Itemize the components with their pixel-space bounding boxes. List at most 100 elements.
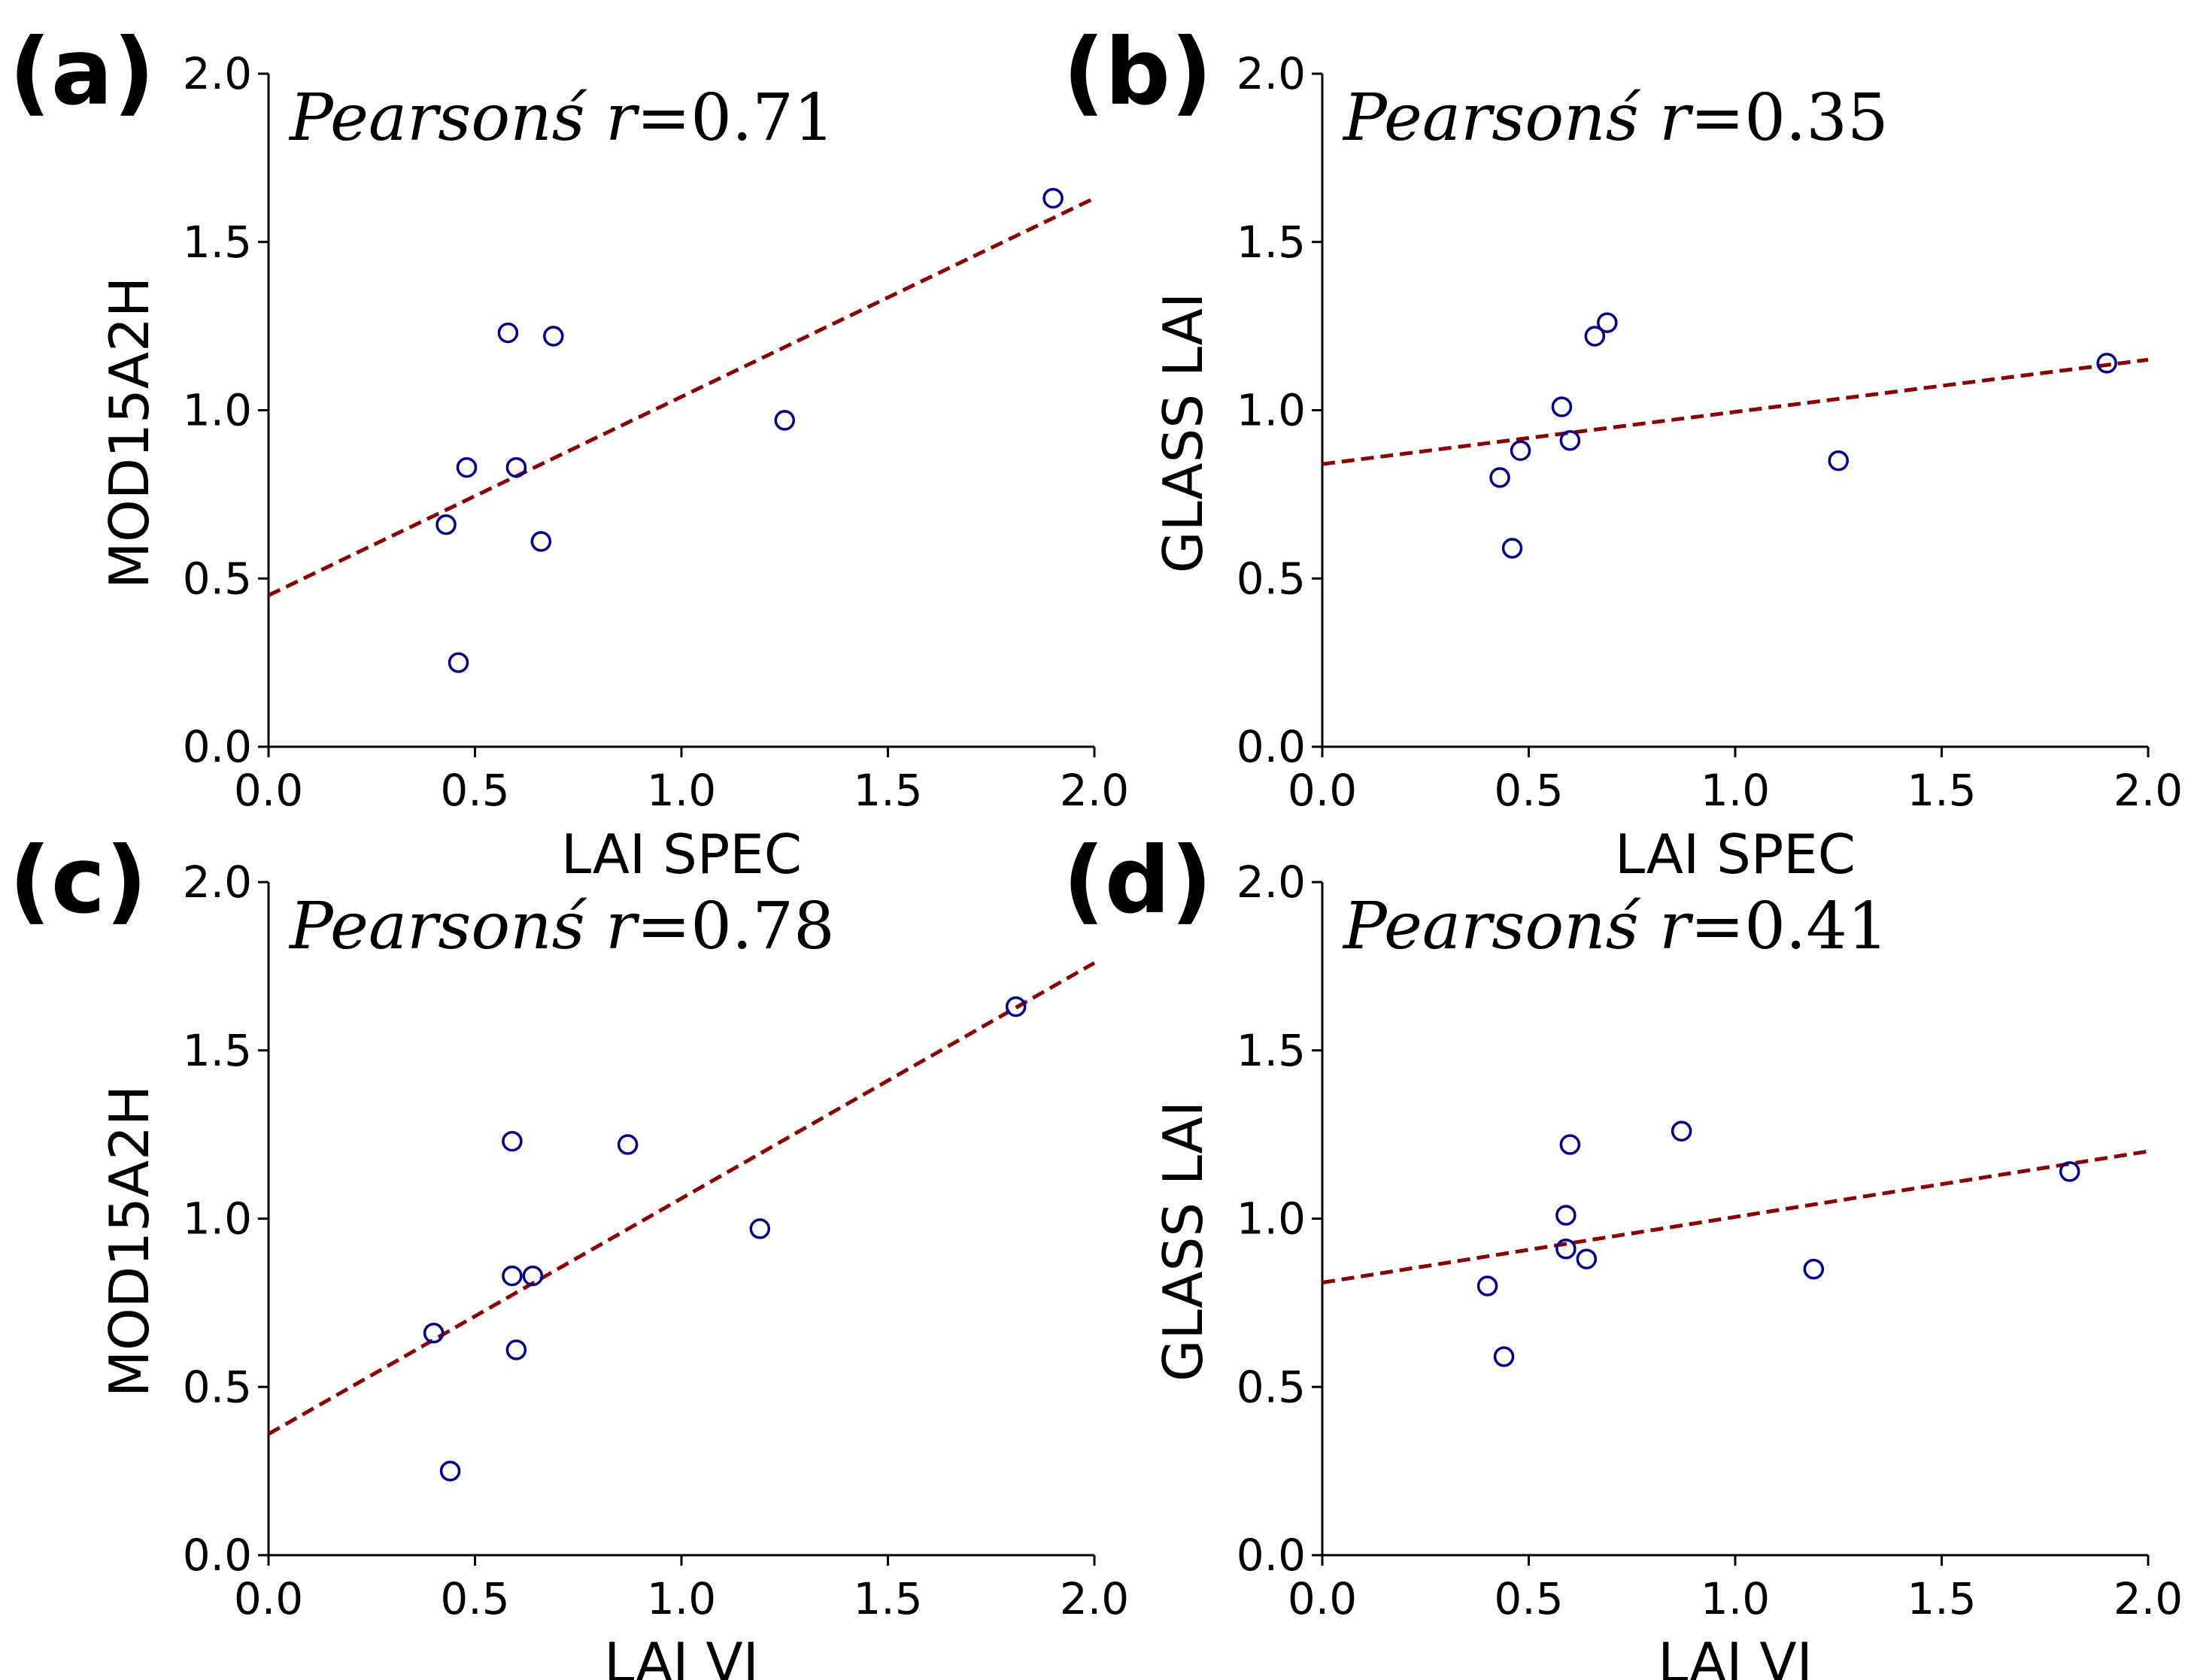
data-point — [456, 456, 478, 478]
panel-label: (a) — [9, 19, 155, 126]
annotation-var: r — [1659, 80, 1694, 156]
data-point — [1576, 1248, 1598, 1269]
data-point — [1501, 538, 1523, 559]
y-axis-label: GLASS LAI — [1152, 1101, 1215, 1381]
x-tick-label: 0.5 — [1494, 765, 1563, 816]
annotation-eq: = — [1690, 80, 1744, 156]
data-point — [423, 1322, 445, 1344]
y-tick-label: 1.5 — [183, 217, 252, 268]
data-point — [1555, 1205, 1577, 1226]
annotation-value: 0.78 — [690, 889, 834, 964]
data-point — [1671, 1121, 1692, 1142]
data-point — [505, 1339, 527, 1360]
data-point — [1042, 187, 1064, 209]
y-tick-label: 0.5 — [1237, 1361, 1306, 1412]
y-tick-label: 0.0 — [1237, 1530, 1306, 1581]
y-tick-label: 2.0 — [183, 857, 252, 908]
x-tick-label: 2.0 — [2114, 1573, 2183, 1624]
pearson-annotation: Pearsonś r=0.35 — [1342, 80, 1889, 156]
x-tick-label: 2.0 — [1060, 1573, 1129, 1624]
annotation-value: 0.35 — [1744, 80, 1888, 156]
annotation-eq: = — [636, 889, 690, 964]
y-tick-label: 0.5 — [183, 553, 252, 604]
panel-label: (d) — [1063, 827, 1212, 934]
y-tick-label: 2.0 — [1237, 857, 1306, 908]
y-tick-label: 1.0 — [1237, 1193, 1306, 1245]
x-tick-label: 0.5 — [440, 1573, 509, 1624]
pearson-annotation: Pearsonś r=0.78 — [288, 889, 835, 964]
annotation-label: Pearsonś — [1342, 889, 1642, 964]
panel-b: 0.0 0.5 1.0 1.5 2.0 0.0 0.5 1.0 1.5 2.0 LAI SPEC GL… — [1063, 19, 2183, 886]
y-tick-label: 0.0 — [183, 721, 252, 772]
annotation-var: r — [605, 80, 640, 156]
annotation-label: Pearsonś — [1342, 80, 1642, 156]
x-tick-label: 1.0 — [1701, 1573, 1770, 1624]
data-point — [1597, 312, 1618, 333]
annotation-value: 0.71 — [690, 80, 834, 156]
annotation-label: Pearsonś — [288, 80, 588, 156]
x-tick-label: 2.0 — [2114, 765, 2183, 816]
y-axis-label: GLASS LAI — [1152, 293, 1215, 573]
data-point — [1510, 440, 1531, 461]
data-point — [1493, 1346, 1515, 1367]
y-tick-label: 1.0 — [1237, 385, 1306, 436]
data-point — [1005, 996, 1027, 1017]
data-point — [1476, 1275, 1498, 1296]
x-tick-label: 0.0 — [1288, 765, 1357, 816]
y-tick-label: 0.5 — [183, 1361, 252, 1412]
data-point — [522, 1265, 544, 1287]
y-tick-label: 0.5 — [1237, 553, 1306, 604]
data-point — [530, 531, 552, 552]
annotation-label: Pearsonś — [288, 889, 588, 964]
y-tick-label: 1.0 — [183, 385, 252, 436]
data-point — [1803, 1258, 1825, 1280]
data-point — [749, 1218, 771, 1239]
x-tick-label: 0.0 — [234, 765, 303, 816]
y-tick-label: 1.0 — [183, 1193, 252, 1245]
y-axis-label: MOD15A2H — [98, 1085, 161, 1397]
data-point — [1559, 1134, 1581, 1155]
y-tick-label: 1.5 — [183, 1025, 252, 1076]
data-point — [448, 652, 469, 673]
annotation-eq: = — [1690, 889, 1744, 964]
data-point — [497, 322, 519, 344]
data-point — [2059, 1161, 2080, 1182]
x-tick-label: 0.5 — [440, 765, 509, 816]
x-tick-label: 1.0 — [1701, 765, 1770, 816]
y-axis-label: MOD15A2H — [98, 277, 161, 589]
regression-line — [1322, 1149, 2149, 1284]
regression-line — [267, 961, 1096, 1436]
data-point — [617, 1134, 639, 1155]
x-axis-label: LAI VI — [1658, 1631, 1813, 1680]
data-point — [435, 514, 457, 535]
x-tick-label: 1.5 — [1907, 1573, 1976, 1624]
panel-a: 0.0 0.5 1.0 1.5 2.0 0.0 0.5 1.0 1.5 2.0 LAI SPEC MO… — [9, 19, 1129, 886]
y-tick-label: 0.0 — [183, 1530, 252, 1581]
x-tick-label: 1.5 — [1907, 765, 1976, 816]
annotation-var: r — [1659, 889, 1694, 964]
data-point — [2096, 353, 2117, 374]
y-tick-label: 2.0 — [183, 48, 252, 99]
x-axis-label: LAI SPEC — [1615, 823, 1856, 886]
y-tick-label: 1.5 — [1237, 217, 1306, 268]
data-point — [1489, 467, 1510, 488]
x-tick-label: 1.5 — [853, 1573, 922, 1624]
x-tick-label: 0.5 — [1494, 1573, 1563, 1624]
y-tick-label: 2.0 — [1237, 48, 1306, 99]
data-point — [1828, 450, 1849, 472]
data-point — [1584, 326, 1606, 347]
data-point — [439, 1460, 461, 1481]
data-point — [1555, 1239, 1577, 1260]
annotation-var: r — [605, 889, 640, 964]
regression-line — [267, 196, 1096, 597]
data-point — [505, 456, 527, 478]
pearson-annotation: Pearsonś r=0.71 — [288, 80, 835, 156]
x-axis-label: LAI SPEC — [561, 823, 802, 886]
data-point — [543, 326, 564, 347]
pearson-annotation: Pearsonś r=0.41 — [1342, 889, 1889, 964]
x-tick-label: 1.0 — [647, 1573, 716, 1624]
panel-d: 0.0 0.5 1.0 1.5 2.0 0.0 0.5 1.0 1.5 2.0 LAI VI GLAS… — [1063, 827, 2183, 1680]
panel-label: (b) — [1063, 19, 1212, 126]
annotation-eq: = — [636, 80, 690, 156]
